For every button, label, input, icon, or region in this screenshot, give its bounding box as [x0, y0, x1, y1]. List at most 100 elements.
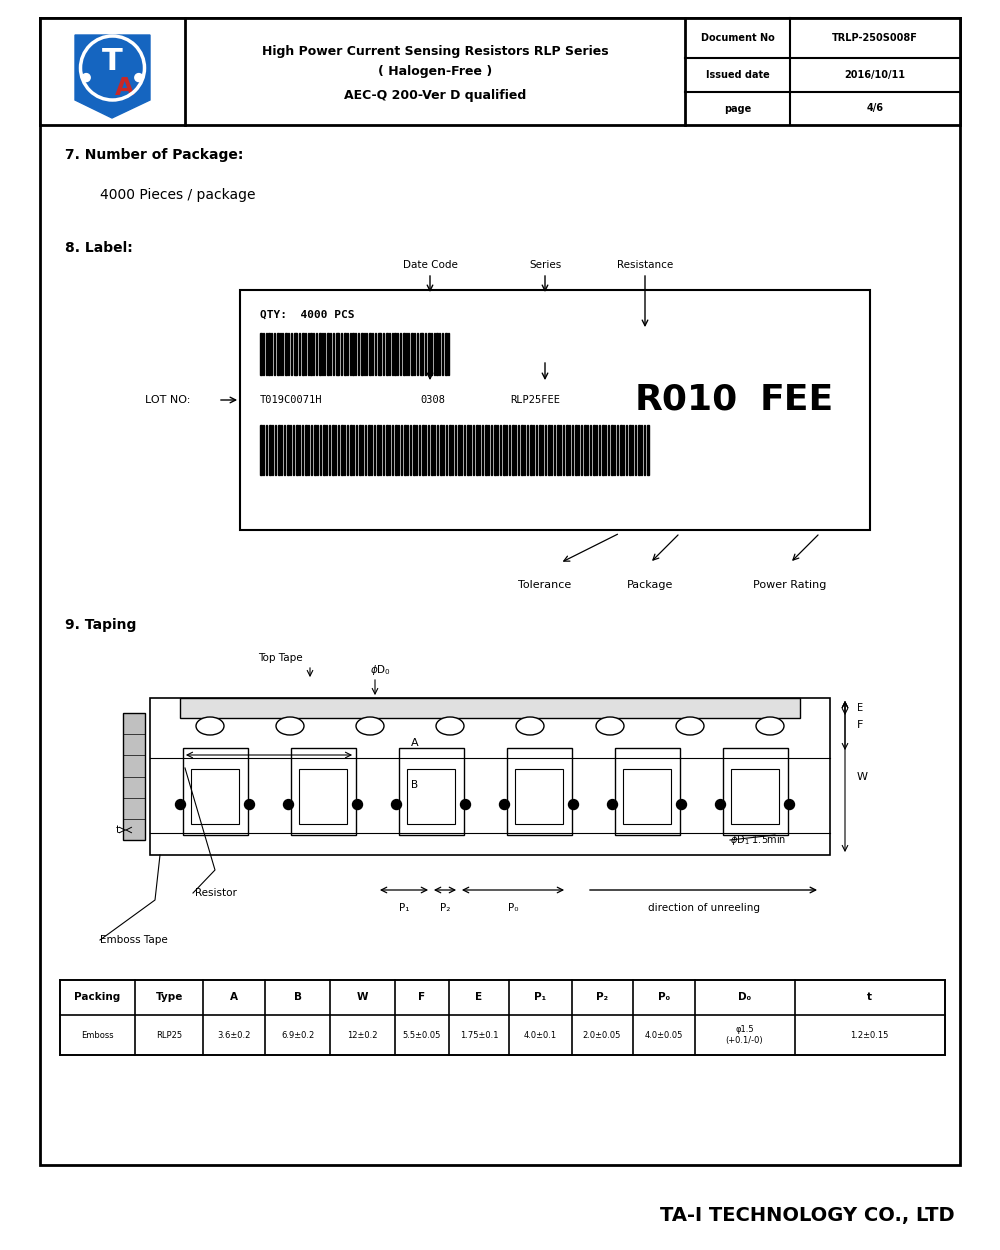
- Bar: [311, 425, 312, 475]
- Text: direction of unreeling: direction of unreeling: [648, 902, 760, 912]
- Bar: [530, 425, 532, 475]
- Text: 2.0±0.05: 2.0±0.05: [583, 1030, 621, 1040]
- Bar: [332, 425, 334, 475]
- Bar: [476, 425, 478, 475]
- Bar: [419, 425, 420, 475]
- Text: RLP25FEE: RLP25FEE: [510, 395, 560, 405]
- Text: F: F: [857, 720, 863, 730]
- Circle shape: [82, 74, 90, 81]
- Bar: [398, 748, 464, 835]
- Text: High Power Current Sensing Resistors RLP Series: High Power Current Sensing Resistors RLP…: [262, 45, 608, 59]
- Bar: [353, 425, 354, 475]
- Bar: [314, 425, 316, 475]
- Text: W: W: [857, 771, 868, 781]
- Text: Resistor: Resistor: [195, 888, 237, 898]
- Bar: [560, 425, 561, 475]
- Text: T: T: [102, 48, 123, 76]
- Bar: [266, 425, 267, 475]
- Bar: [150, 698, 830, 855]
- Bar: [572, 425, 573, 475]
- Text: 4000 Pieces / package: 4000 Pieces / package: [100, 188, 256, 202]
- Ellipse shape: [436, 718, 464, 735]
- Bar: [473, 425, 474, 475]
- Circle shape: [392, 800, 402, 810]
- Bar: [350, 425, 352, 475]
- Bar: [557, 425, 559, 475]
- Bar: [647, 425, 649, 475]
- Text: Date Code: Date Code: [403, 260, 457, 270]
- Text: 12±0.2: 12±0.2: [347, 1030, 377, 1040]
- Bar: [578, 425, 579, 475]
- Bar: [411, 332, 413, 375]
- Text: 8. Label:: 8. Label:: [65, 241, 133, 255]
- Text: TRLP-250S008F: TRLP-250S008F: [832, 32, 918, 43]
- Bar: [278, 425, 280, 475]
- Circle shape: [176, 800, 186, 810]
- Bar: [308, 332, 309, 375]
- Bar: [282, 332, 283, 375]
- Text: Document No: Document No: [701, 32, 774, 43]
- Bar: [333, 332, 334, 375]
- Bar: [281, 425, 282, 475]
- Bar: [344, 425, 345, 475]
- Bar: [614, 425, 615, 475]
- Bar: [515, 425, 516, 475]
- Bar: [464, 425, 465, 475]
- Text: 0308: 0308: [420, 395, 445, 405]
- Bar: [635, 425, 636, 475]
- Bar: [563, 425, 564, 475]
- Bar: [285, 332, 287, 375]
- Text: E: E: [857, 703, 863, 712]
- Bar: [299, 769, 347, 824]
- Bar: [494, 425, 496, 475]
- Bar: [425, 425, 426, 475]
- Circle shape: [568, 800, 578, 810]
- Bar: [440, 425, 442, 475]
- Bar: [407, 769, 455, 824]
- Text: Issued date: Issued date: [706, 70, 769, 80]
- Text: 7. Number of Package:: 7. Number of Package:: [65, 148, 243, 162]
- Bar: [291, 332, 292, 375]
- Bar: [290, 748, 356, 835]
- Ellipse shape: [276, 718, 304, 735]
- Bar: [509, 425, 510, 475]
- Text: RLP25: RLP25: [156, 1030, 182, 1040]
- Bar: [623, 425, 624, 475]
- Bar: [275, 425, 276, 475]
- Circle shape: [500, 800, 510, 810]
- Bar: [602, 425, 604, 475]
- Text: P₂: P₂: [440, 902, 450, 912]
- Bar: [507, 748, 572, 835]
- Text: 1.2±0.15: 1.2±0.15: [851, 1030, 889, 1040]
- Bar: [638, 425, 640, 475]
- Bar: [521, 425, 523, 475]
- Text: Type: Type: [156, 992, 183, 1002]
- Circle shape: [135, 74, 143, 81]
- Text: T019C0071H: T019C0071H: [260, 395, 322, 405]
- Text: Emboss: Emboss: [81, 1030, 114, 1040]
- Bar: [584, 425, 586, 475]
- Circle shape: [244, 800, 254, 810]
- Bar: [361, 332, 363, 375]
- Bar: [422, 425, 424, 475]
- Bar: [404, 425, 406, 475]
- Text: ( Halogen-Free ): ( Halogen-Free ): [378, 65, 492, 79]
- Bar: [182, 748, 248, 835]
- Bar: [266, 332, 267, 375]
- Text: Series: Series: [529, 260, 561, 270]
- Text: FEE: FEE: [760, 382, 834, 418]
- Text: t: t: [116, 825, 120, 835]
- Bar: [554, 425, 555, 475]
- Bar: [272, 425, 273, 475]
- Bar: [352, 332, 354, 375]
- Bar: [277, 332, 279, 375]
- Bar: [305, 425, 307, 475]
- Bar: [40, 18, 960, 125]
- Bar: [327, 332, 329, 375]
- Bar: [394, 332, 396, 375]
- Text: E: E: [475, 992, 483, 1002]
- Bar: [437, 425, 438, 475]
- Bar: [506, 425, 507, 475]
- Text: P₁: P₁: [534, 992, 546, 1002]
- Bar: [398, 425, 399, 475]
